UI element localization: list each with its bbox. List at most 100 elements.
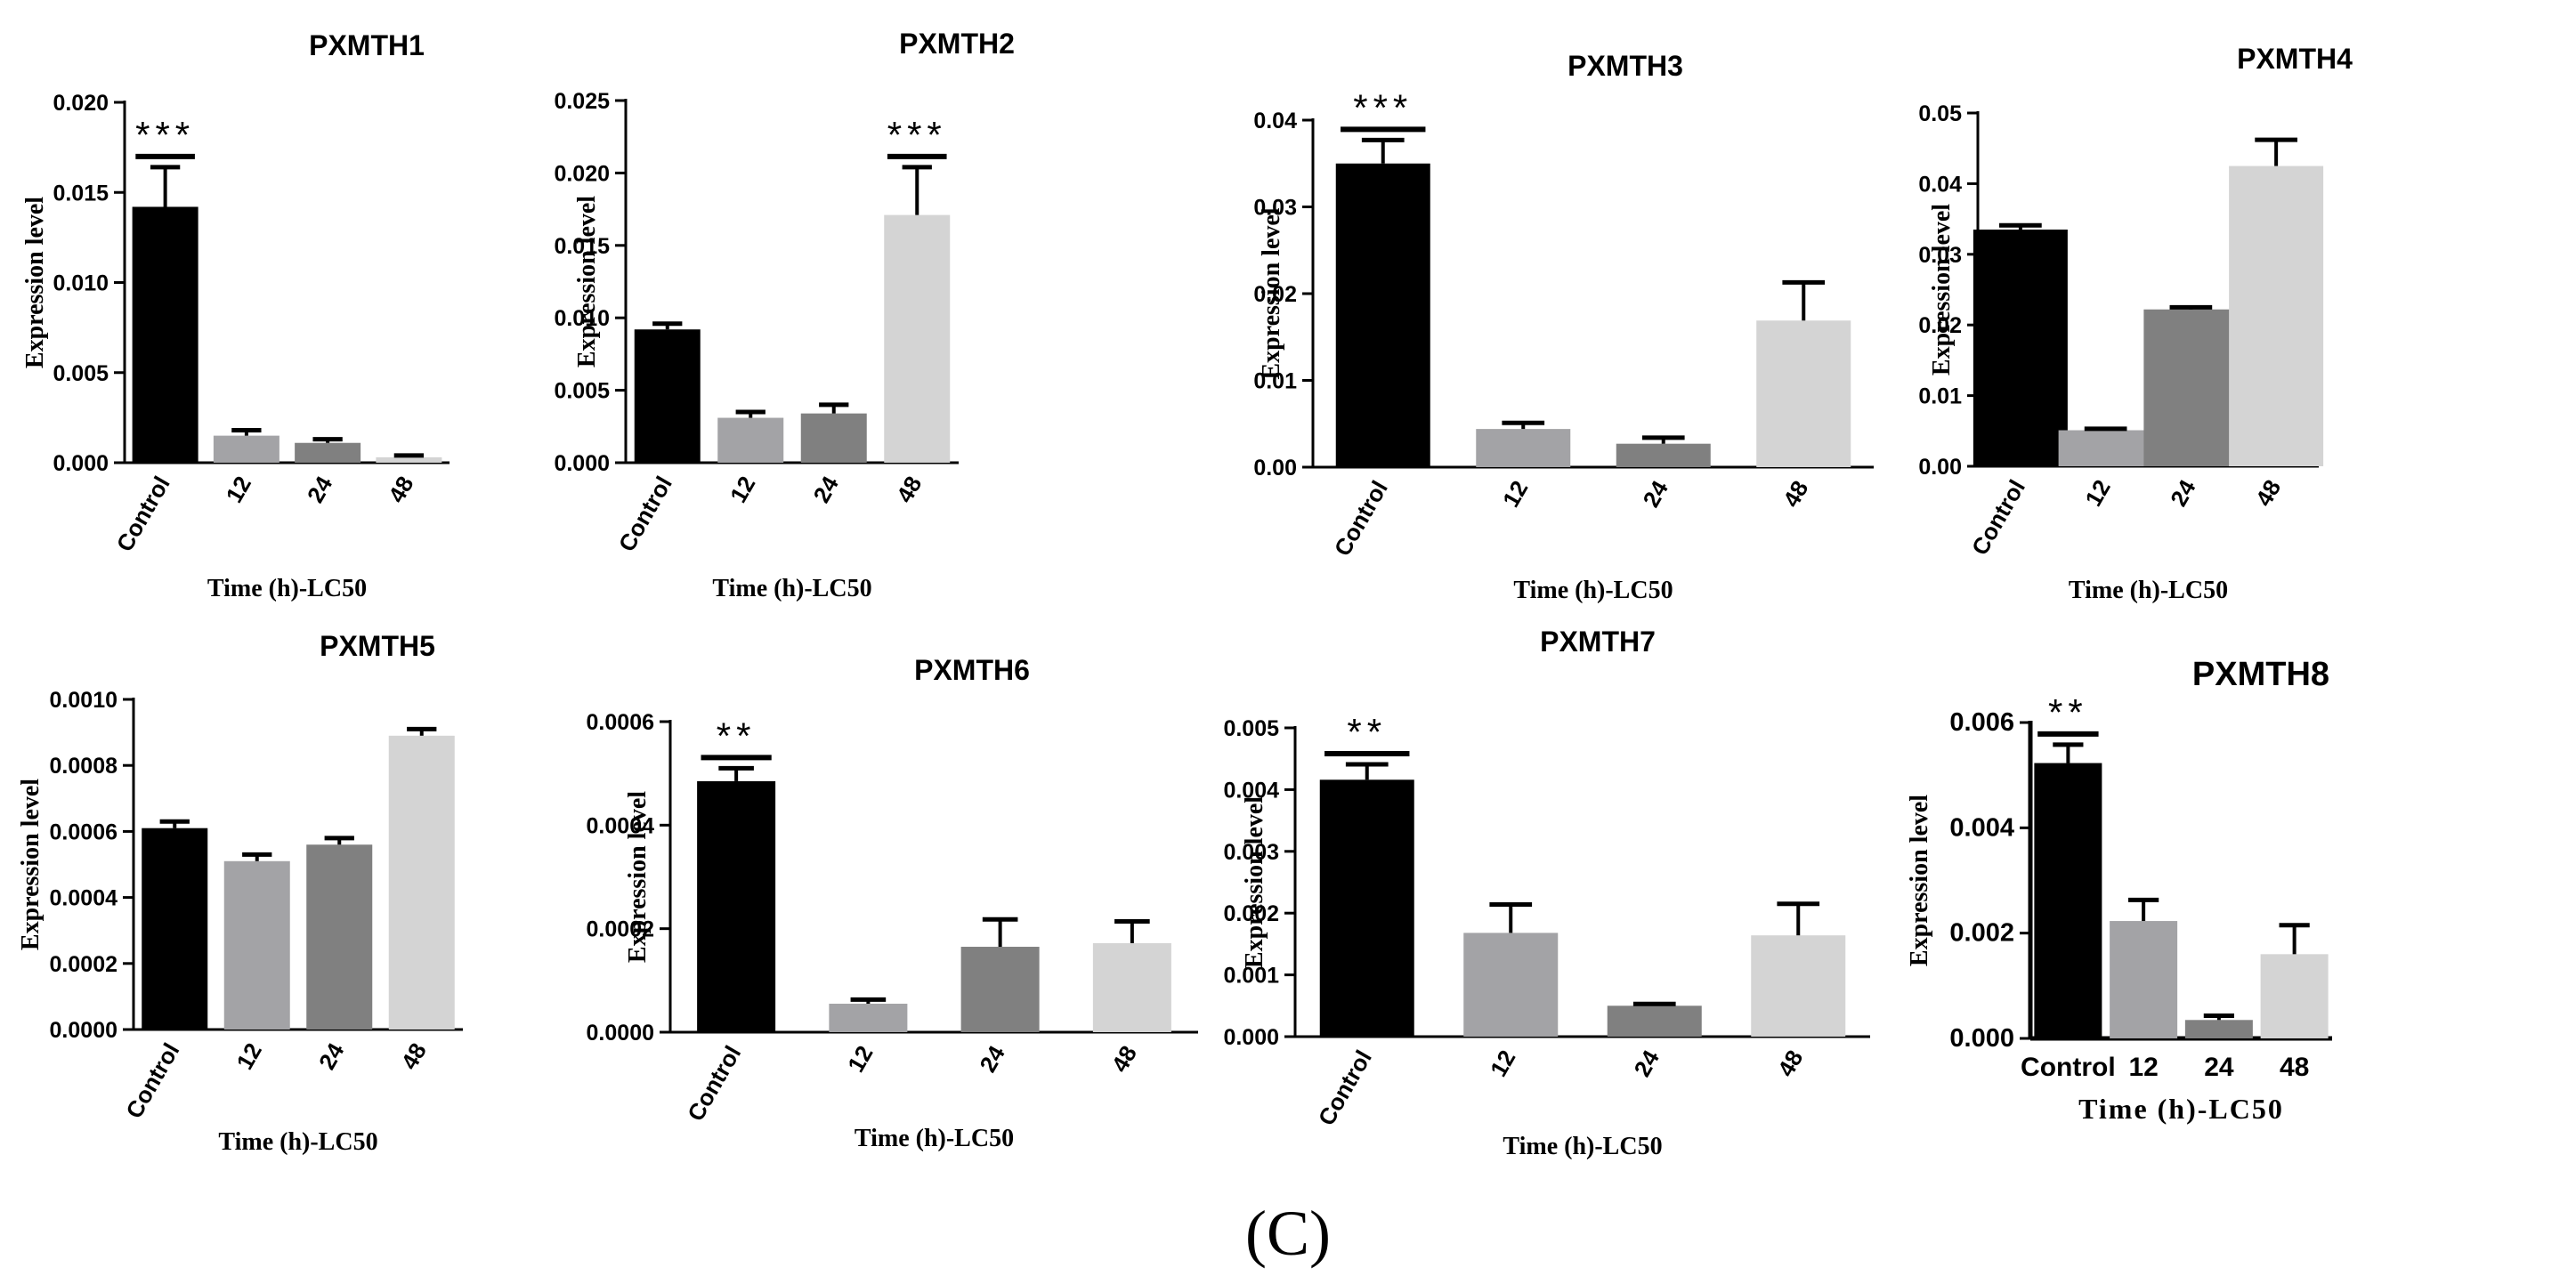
y-tick-label: 0.005 [53, 361, 109, 386]
figure-panel-label: (C) [1245, 1198, 1331, 1269]
bar-control [1973, 230, 2068, 466]
x-tick-label: 24 [974, 1041, 1010, 1078]
bar-48 [2260, 954, 2329, 1038]
x-tick-label: Control [1966, 475, 2030, 560]
y-tick-label: 0.010 [554, 306, 610, 331]
y-tick-label: 0.006 [1949, 708, 2014, 737]
significance-marker: ** [2048, 691, 2088, 733]
y-tick-label: 0.0006 [587, 710, 654, 735]
bar-control [1335, 163, 1430, 467]
y-tick-label: 0.0002 [587, 917, 654, 942]
chart-title: PXMTH3 [1567, 50, 1683, 82]
y-tick-label: 0.0004 [50, 886, 118, 911]
x-tick-label: 24 [1629, 1046, 1665, 1082]
x-axis-label: Time (h)-LC50 [207, 575, 367, 602]
bar-control [1319, 779, 1414, 1037]
y-tick-label: 0.0000 [50, 1018, 117, 1043]
x-tick-label: 12 [1497, 476, 1533, 512]
y-tick-label: 0.04 [1253, 109, 1297, 133]
y-tick-label: 0.00 [1253, 456, 1297, 480]
x-axis-label: Time (h)-LC50 [712, 575, 871, 602]
chart-pxmth3: PXMTH3 0.00 0.01 0.02 0.03 0.04 Expression lev… [1253, 50, 1874, 604]
x-tick-label: 24 [302, 472, 338, 508]
x-axis-label: Time (h)-LC50 [1513, 577, 1673, 604]
bar-24 [960, 947, 1040, 1032]
y-tick-label: 0.0002 [50, 952, 117, 977]
y-axis-label: Expression level [1258, 207, 1285, 379]
bar-12 [829, 1004, 908, 1032]
x-tick-label: 24 [313, 1038, 350, 1075]
chart-title: PXMTH7 [1540, 626, 1656, 658]
y-tick-label: 0.000 [1949, 1024, 2014, 1053]
x-tick-label: 24 [1638, 476, 1674, 513]
y-tick-label: 0.000 [554, 451, 610, 476]
x-tick-label: 24 [808, 472, 845, 508]
x-tick-label: 24 [2204, 1053, 2234, 1082]
y-axis-label: Expression level [573, 196, 601, 367]
bar-24 [800, 413, 867, 463]
y-tick-label: 0.002 [1949, 919, 2014, 948]
bar-24 [295, 442, 361, 463]
x-tick-label: 48 [2250, 475, 2286, 511]
chart-title: PXMTH5 [320, 630, 435, 662]
bar-12 [717, 417, 784, 463]
bar-48 [2229, 166, 2324, 467]
y-tick-label: 0.01 [1253, 369, 1297, 394]
chart-title: PXMTH4 [2237, 43, 2353, 75]
chart-pxmth5: PXMTH5 0.0000 0.0002 0.0004 0.0006 0.0008 0.00… [17, 630, 463, 1156]
significance-marker: *** [135, 114, 195, 156]
significance-marker: *** [1353, 86, 1413, 128]
x-tick-label: 48 [1106, 1041, 1142, 1077]
y-tick-label: 0.0004 [587, 813, 655, 838]
bar-48 [1756, 320, 1851, 467]
y-tick-label: 0.05 [1918, 101, 1962, 126]
bar-48 [388, 735, 455, 1030]
chart-title: PXMTH8 [2192, 656, 2329, 693]
y-tick-label: 0.002 [1223, 901, 1279, 926]
y-axis-label: Expression level [21, 197, 49, 368]
bar-control [697, 780, 776, 1032]
y-tick-label: 0.000 [1223, 1025, 1279, 1050]
x-tick-label: Control [1329, 476, 1393, 561]
x-axis-label: Time (h)-LC50 [1503, 1133, 1662, 1160]
y-tick-label: 0.004 [1949, 813, 2014, 842]
chart-pxmth7: PXMTH7 0.000 0.001 0.002 0.003 0.004 0.005 Expr… [1223, 626, 1870, 1160]
bar-control [634, 329, 701, 463]
bar-48 [1092, 942, 1171, 1032]
bar-control [132, 206, 198, 463]
x-tick-label: 48 [1778, 476, 1813, 512]
significance-marker: ** [1347, 711, 1387, 753]
bar-12 [1463, 933, 1559, 1037]
bar-24 [2143, 309, 2239, 466]
y-tick-label: 0.003 [1223, 840, 1279, 865]
y-tick-label: 0.010 [53, 271, 109, 296]
x-tick-label: 12 [221, 472, 256, 507]
y-axis-label: Expression level [624, 791, 652, 963]
chart-pxmth8: PXMTH8 0.000 0.002 0.004 0.006 Expression lev… [1906, 656, 2332, 1125]
x-tick-label: Control [613, 472, 677, 556]
chart-pxmth4: PXMTH4 0.00 0.01 0.02 0.03 0.04 0.05 Expression… [1918, 43, 2353, 604]
x-tick-label: 48 [383, 472, 418, 507]
x-tick-label: 12 [1485, 1046, 1520, 1081]
y-tick-label: 0.001 [1223, 964, 1279, 989]
chart-pxmth2: PXMTH2 0.000 0.005 0.010 0.015 0.020 0.025 Expr… [554, 28, 1014, 602]
x-tick-label: 12 [2079, 475, 2115, 511]
y-tick-label: 0.03 [1253, 196, 1297, 221]
y-tick-label: 0.02 [1253, 282, 1297, 307]
x-axis-label: Time (h)-LC50 [218, 1128, 377, 1156]
y-axis-label: Expression level [1928, 204, 1956, 376]
y-tick-label: 0.04 [1918, 172, 1962, 197]
bar-control [142, 828, 208, 1030]
x-axis-label: Time (h)-LC50 [855, 1125, 1014, 1152]
x-tick-label: 12 [231, 1038, 267, 1074]
y-tick-label: 0.0008 [50, 754, 118, 779]
bar-12 [213, 435, 279, 463]
x-tick-label: 12 [725, 472, 760, 507]
chart-title: PXMTH1 [309, 29, 425, 61]
y-tick-label: 0.004 [1223, 778, 1279, 803]
bar-24 [1616, 443, 1711, 467]
y-tick-label: 0.025 [554, 89, 610, 114]
bar-12 [223, 860, 290, 1030]
bar-48 [376, 456, 442, 463]
y-axis-label: Expression level [1906, 795, 1933, 966]
